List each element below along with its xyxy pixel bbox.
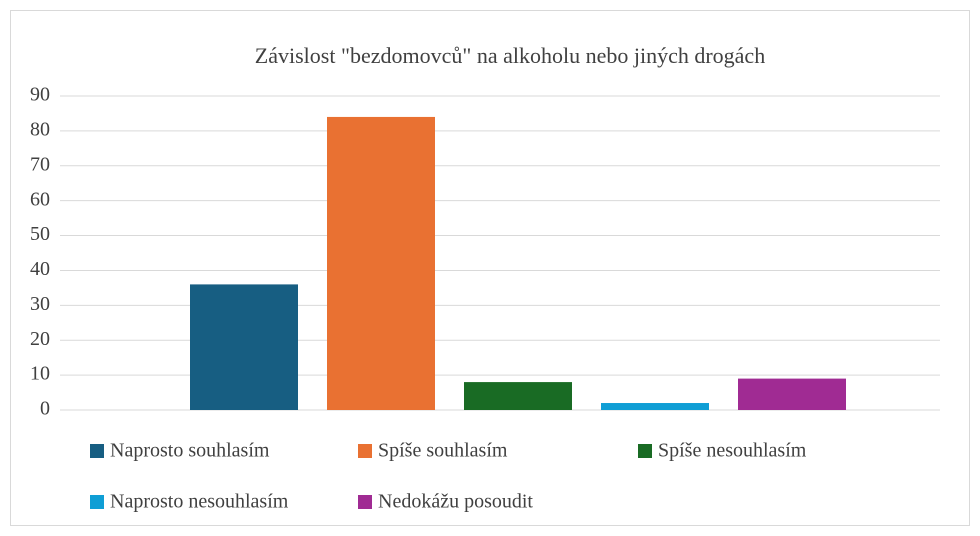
y-tick-label: 50 [30, 223, 50, 245]
y-tick-label: 0 [40, 398, 50, 420]
bar [327, 116, 435, 410]
y-tick-label: 20 [30, 328, 50, 350]
legend-swatch [358, 444, 372, 458]
legend-label: Naprosto nesouhlasím [110, 491, 289, 513]
legend-label: Nedokážu posoudit [378, 491, 533, 513]
bar [464, 382, 572, 410]
y-tick-label: 60 [30, 188, 50, 210]
y-tick-label: 80 [30, 118, 50, 140]
legend-label: Spíše nesouhlasím [658, 440, 807, 462]
legend-label: Spíše souhlasím [378, 440, 508, 462]
bar [190, 284, 298, 410]
legend-swatch [90, 444, 104, 458]
y-tick-label: 70 [30, 153, 50, 175]
y-tick-label: 10 [30, 363, 50, 385]
y-tick-label: 90 [30, 84, 50, 106]
y-tick-label: 40 [30, 258, 50, 280]
legend-swatch [358, 495, 372, 509]
bar [738, 378, 846, 410]
legend-swatch [638, 444, 652, 458]
legend-label: Naprosto souhlasím [110, 440, 270, 462]
chart-title: Závislost "bezdomovců" na alkoholu nebo … [255, 43, 765, 68]
y-tick-label: 30 [30, 293, 50, 315]
bar [601, 403, 709, 410]
legend-swatch [90, 495, 104, 509]
